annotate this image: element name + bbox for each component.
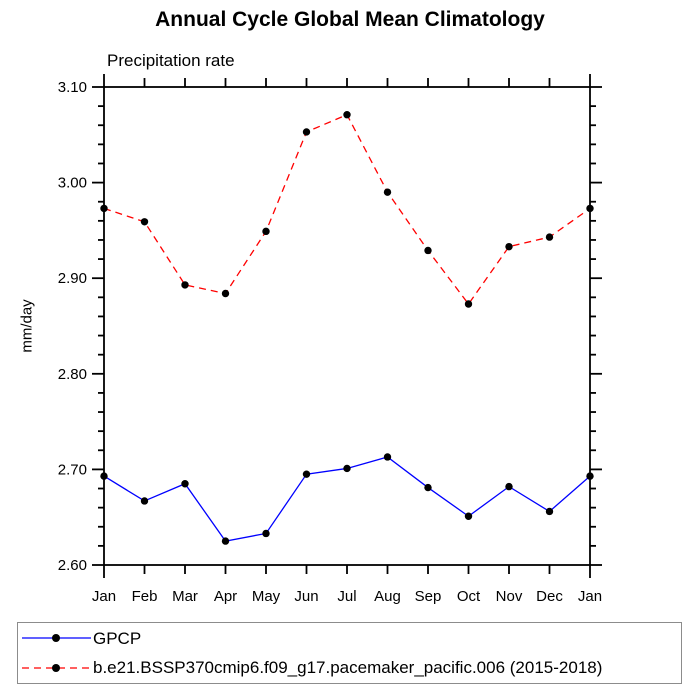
data-point-marker — [100, 204, 108, 213]
data-point-marker — [383, 188, 392, 196]
y-tick-label: 2.80 — [58, 366, 87, 383]
data-point-marker — [586, 204, 594, 213]
data-point-marker — [181, 281, 189, 289]
data-point-marker — [302, 470, 311, 478]
data-point-marker — [262, 529, 270, 538]
chart-title: Annual Cycle Global Mean Climatology — [155, 8, 545, 31]
x-tick-label: Nov — [496, 588, 523, 605]
x-tick-label: Sep — [415, 588, 442, 605]
legend-item-gpcp: GPCP — [18, 624, 681, 653]
x-tick-label: Jan — [92, 588, 116, 605]
series-model — [100, 111, 594, 308]
data-point-marker — [464, 512, 473, 520]
legend-marker — [52, 634, 60, 643]
data-point-marker — [545, 507, 554, 516]
x-tick-label: Aug — [374, 588, 401, 605]
legend-marker — [52, 663, 60, 672]
data-point-marker — [343, 464, 351, 473]
legend-swatch-gpcp-line — [22, 634, 91, 643]
x-tick-label: Mar — [172, 588, 198, 605]
y-tick-label: 2.70 — [58, 461, 87, 478]
y-axis-ticks: 2.60 2.70 2.80 2.90 3.00 3.10 — [58, 79, 602, 574]
data-point-marker — [140, 497, 149, 505]
legend-item-model: b.e21.BSSP370cmip6.f09_g17.pacemaker_pac… — [18, 653, 681, 682]
legend: GPCP b.e21.BSSP370cmip6.f09_g17.pacemake… — [17, 622, 682, 684]
x-tick-label: Jun — [294, 588, 318, 605]
chart-subtitle: Precipitation rate — [107, 51, 235, 70]
data-point-marker — [221, 289, 230, 298]
legend-label-gpcp: GPCP — [93, 628, 142, 648]
x-tick-label: Jul — [337, 588, 356, 605]
legend-swatch-model-line — [22, 663, 91, 672]
data-point-marker — [586, 472, 594, 480]
data-point-marker — [424, 246, 432, 255]
x-tick-label: Dec — [536, 588, 563, 605]
x-tick-label: Oct — [457, 588, 481, 605]
data-point-marker — [545, 233, 554, 241]
data-point-marker — [343, 111, 351, 119]
x-tick-label: Jan — [578, 588, 602, 605]
x-tick-label: May — [252, 588, 281, 605]
series-gpcp — [100, 453, 594, 545]
series-line — [103, 113, 591, 306]
data-point-marker — [100, 472, 108, 480]
y-tick-label: 2.60 — [58, 557, 87, 574]
data-point-marker — [302, 128, 311, 136]
data-point-marker — [505, 482, 513, 491]
y-tick-label: 3.10 — [58, 79, 87, 96]
plot-frame — [103, 86, 591, 566]
data-point-marker — [464, 300, 473, 308]
y-tick-label: 3.00 — [58, 175, 87, 192]
data-point-marker — [262, 227, 270, 236]
data-point-marker — [424, 483, 432, 492]
x-axis-ticks: Jan Feb Mar Apr May Jun Jul Aug Sep Oct Nov Dec Jan — [92, 74, 602, 605]
y-tick-label: 2.90 — [58, 270, 87, 287]
data-point-marker — [221, 537, 230, 545]
data-point-marker — [505, 242, 513, 251]
x-tick-label: Apr — [214, 588, 237, 605]
legend-label-model: b.e21.BSSP370cmip6.f09_g17.pacemaker_pac… — [93, 658, 603, 678]
x-tick-label: Feb — [132, 588, 158, 605]
data-point-marker — [140, 218, 149, 226]
data-point-marker — [383, 453, 392, 461]
data-point-marker — [181, 480, 189, 488]
